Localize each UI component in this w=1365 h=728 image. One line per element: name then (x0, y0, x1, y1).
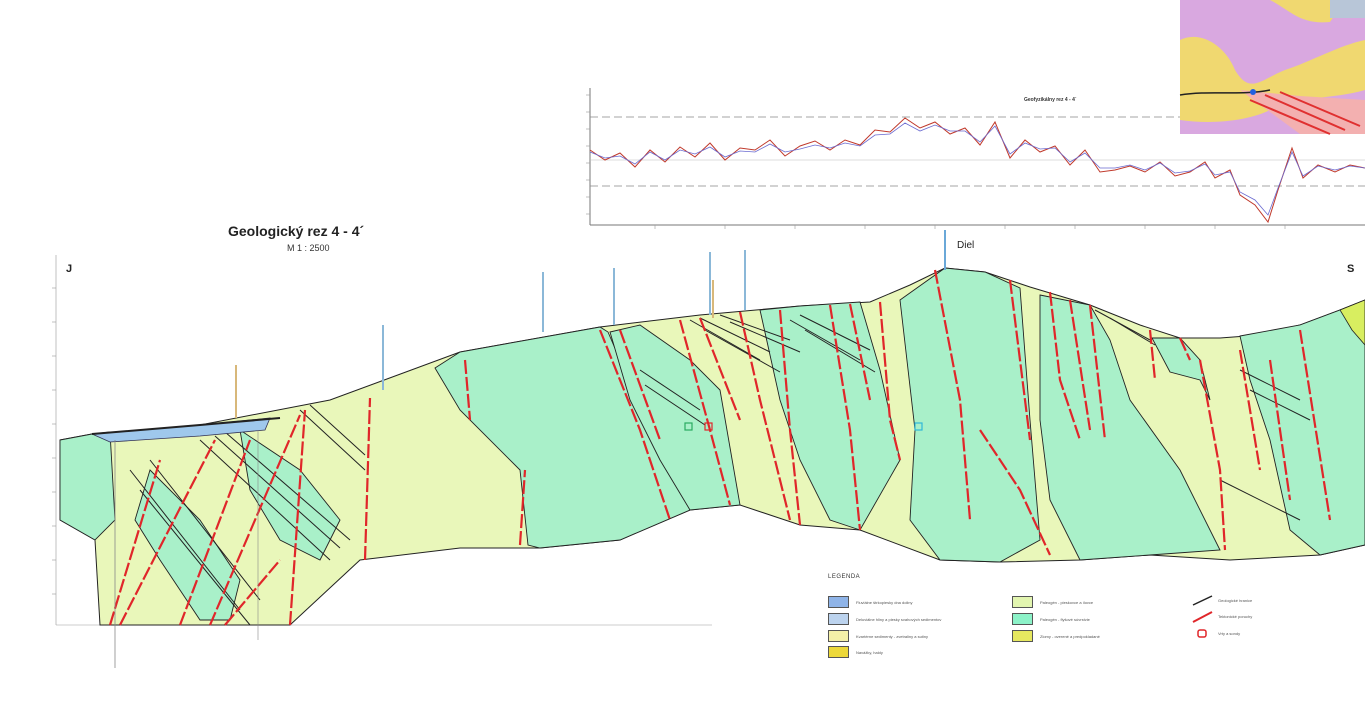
boreholes (235, 230, 946, 418)
legend-label: Paleogén - pieskovce a ílovce (1040, 599, 1094, 605)
legend-swatch (1012, 630, 1033, 642)
legend-swatch (828, 630, 849, 642)
valley-surface (91, 417, 281, 435)
profile-title: Geofyzikálny rez 4 - 4´ (1024, 97, 1077, 103)
legend-label: Deluviálne hliny a piesky svahových sedi… (856, 616, 942, 622)
legend-label: Kvartérne sedimenty - zvetraliny a sutin… (856, 633, 929, 639)
legend-item: Paleogén - pieskovce a ílovce (1012, 596, 1093, 608)
legend-swatch (1012, 613, 1033, 625)
peak-label: Diel (957, 240, 975, 251)
legend-line-item: Tektonické poruchy (1218, 614, 1252, 619)
section-end-patch (1339, 299, 1365, 346)
legend-line-label: Vrty a sondy (1218, 631, 1241, 636)
marker-red (704, 422, 713, 431)
legend-label: Zlomy - overené a predpokladané (1040, 633, 1100, 639)
right-end-label: S (1347, 263, 1355, 275)
legend-item: Deluviálne hliny a piesky svahových sedi… (828, 613, 941, 625)
legend-swatch (828, 596, 849, 608)
geophysical-profile (586, 88, 1365, 229)
marker-cyan (914, 422, 923, 431)
strata-lines (129, 309, 1311, 626)
left-end-label: J (66, 263, 73, 275)
legend-item: Kvartérne sedimenty - zvetraliny a sutin… (828, 630, 928, 642)
legend-item: Fluviálne štrkopiesky dna doliny (828, 596, 912, 608)
legend-title: LEGENDA (828, 574, 861, 580)
legend-line-label: Geologické hranice (1218, 598, 1253, 603)
marker-green (684, 422, 693, 431)
legend-swatch (828, 646, 849, 658)
section-scale: M 1 : 2500 (287, 243, 330, 253)
inset-map (1179, 0, 1365, 135)
legend-line-label: Tektonické poruchy (1218, 614, 1253, 619)
legend-label: Paleogén - flyšové súvrstvie (1040, 616, 1090, 622)
legend-item: Zlomy - overené a predpokladané (1012, 630, 1100, 642)
legend-line-item: Geologické hranice (1218, 598, 1252, 603)
section-title: Geologický rez 4 - 4´ (228, 223, 365, 239)
legend-swatch (1012, 596, 1033, 608)
legend-line-symbols (1192, 595, 1213, 638)
legend-item: Paleogén - flyšové súvrstvie (1012, 613, 1090, 625)
legend-swatch (828, 613, 849, 625)
legend-line-item: Vrty a sondy (1218, 631, 1240, 636)
legend-label: Fluviálne štrkopiesky dna doliny (856, 599, 913, 605)
legend-label: Navážky, haldy (856, 649, 883, 655)
legend-item: Navážky, haldy (828, 646, 883, 658)
